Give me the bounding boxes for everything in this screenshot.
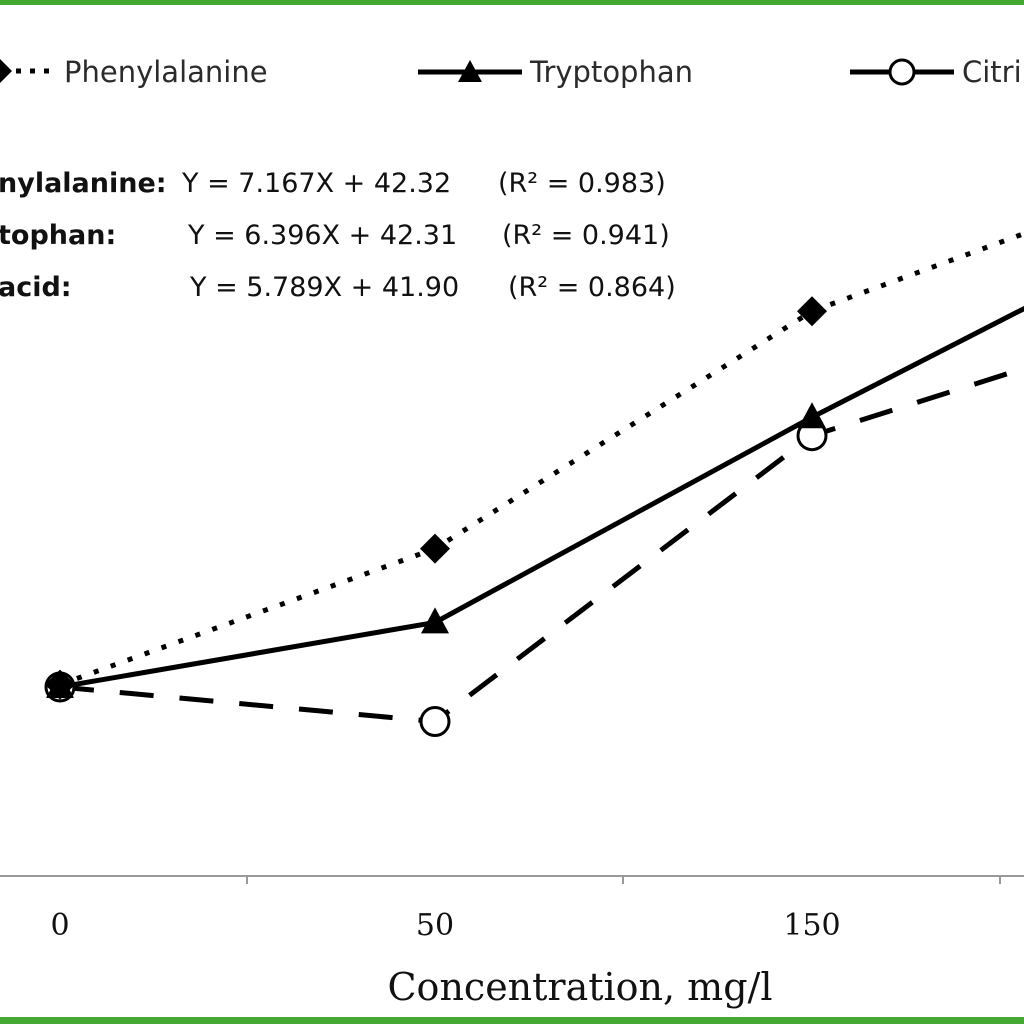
equation-label-phenylalanine: nylalanine: <box>0 168 167 199</box>
legend: Phenylalanine Tryptophan Citri <box>0 55 1022 89</box>
legend-label-phenylalanine: Phenylalanine <box>64 55 268 89</box>
series-line-phenylalanine <box>59 230 1024 688</box>
legend-item-citric-acid: Citri <box>850 55 1022 89</box>
series-line-tryptophan <box>59 305 1024 690</box>
legend-marker-phenylalanine <box>0 59 12 83</box>
legend-label-citric-acid: Citri <box>962 55 1022 89</box>
equation-text-phenylalanine: Y = 7.167X + 42.32 <box>181 168 451 199</box>
legend-label-tryptophan: Tryptophan <box>529 55 693 89</box>
legend-marker-tryptophan <box>458 60 482 82</box>
data-point-tryptophan-50 <box>421 607 449 634</box>
legend-item-phenylalanine: Phenylalanine <box>0 55 268 89</box>
data-point-phenylalanine-50 <box>420 533 450 564</box>
frame-bottom-border <box>0 1017 1024 1024</box>
series-layer <box>44 230 1024 738</box>
data-point-citric-acid-50 <box>419 706 451 738</box>
x-axis-title: Concentration, mg/l <box>387 965 772 1009</box>
legend-marker-citric-acid <box>888 58 916 86</box>
equation-r2-tryptophan: (R² = 0.941) <box>502 220 670 251</box>
x-tick-label-50: 50 <box>416 908 454 943</box>
equation-r2-phenylalanine: (R² = 0.983) <box>498 168 666 199</box>
equation-text-tryptophan: Y = 6.396X + 42.31 <box>187 220 457 251</box>
series-line-citric-acid <box>59 365 1024 725</box>
data-point-tryptophan-150 <box>798 402 826 429</box>
equation-label-tryptophan: tophan: <box>0 220 116 251</box>
legend-item-tryptophan: Tryptophan <box>418 55 693 89</box>
equation-label-citric-acid: acid: <box>0 272 72 303</box>
x-tick-label-150: 150 <box>783 908 840 943</box>
equation-r2-citric-acid: (R² = 0.864) <box>508 272 676 303</box>
x-tick-label-0: 0 <box>50 908 69 943</box>
data-point-phenylalanine-0 <box>45 669 75 700</box>
x-axis: 0 50 150 Concentration, mg/l <box>0 875 1024 1009</box>
frame-top-border <box>0 0 1024 5</box>
equation-text-citric-acid: Y = 5.789X + 41.90 <box>189 272 459 303</box>
regression-equations: nylalanine: Y = 7.167X + 42.32 (R² = 0.9… <box>0 168 676 303</box>
data-point-phenylalanine-150 <box>797 296 827 327</box>
